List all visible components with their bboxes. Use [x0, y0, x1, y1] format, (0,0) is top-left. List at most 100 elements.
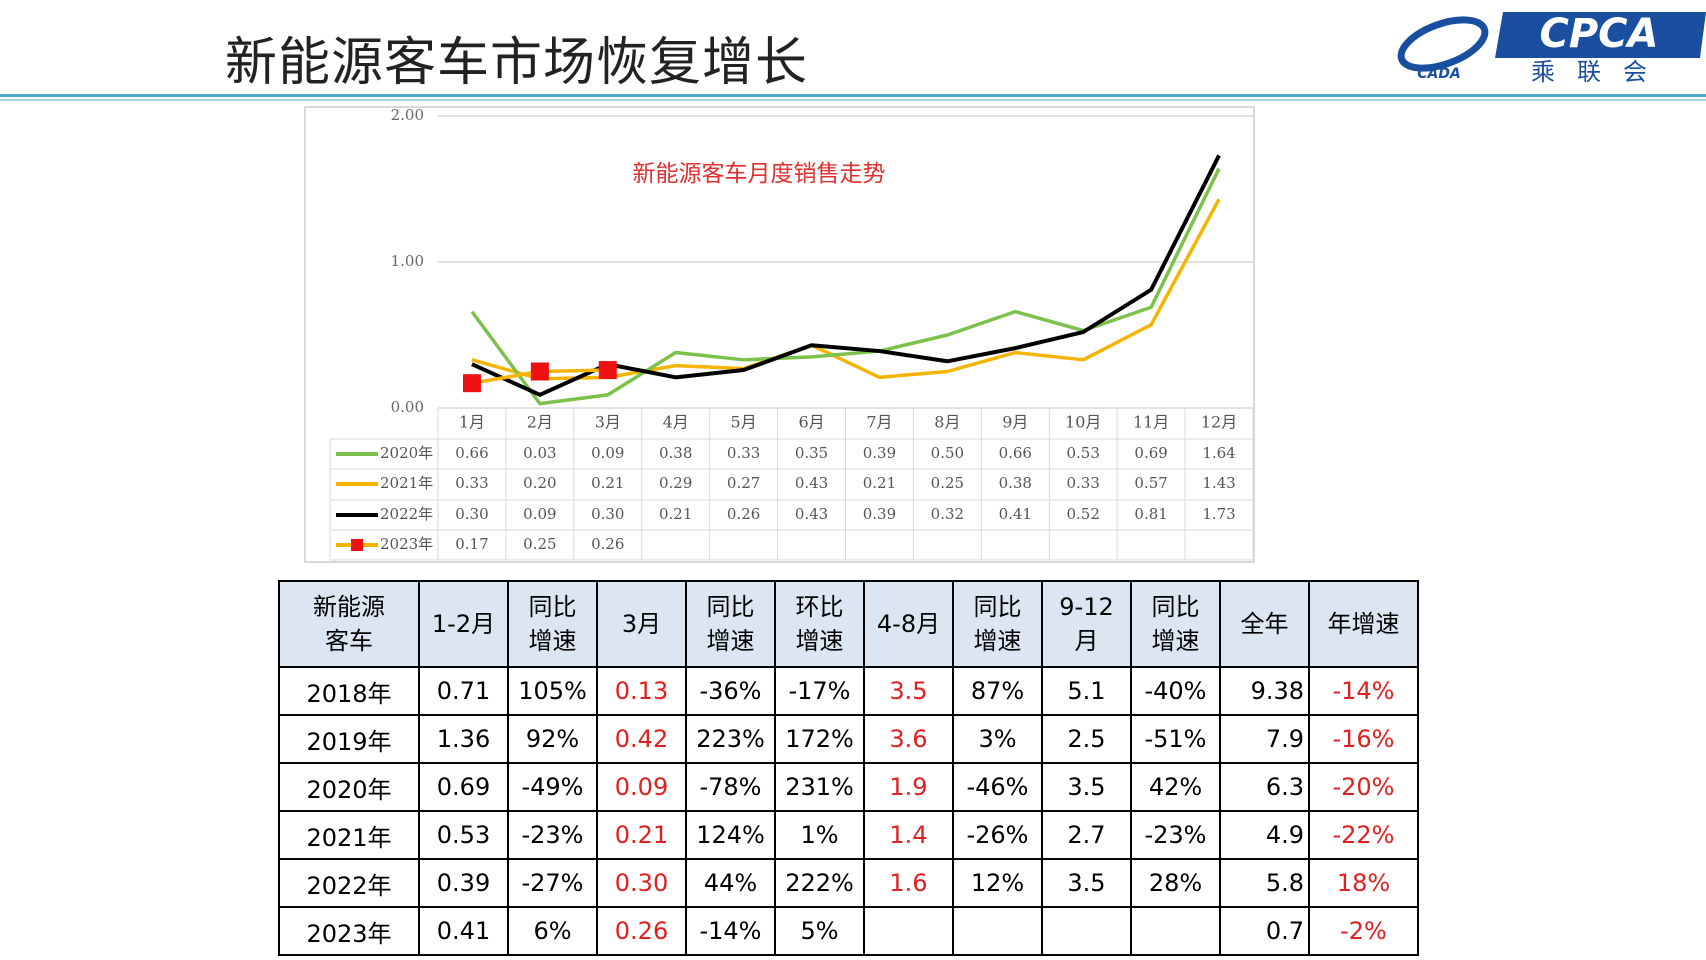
- table-cell: [1130, 906, 1221, 956]
- table-cell: 124%: [685, 810, 776, 860]
- x-tick-label: 7月: [866, 413, 892, 432]
- x-tick-label: 11月: [1133, 413, 1169, 432]
- table-cell: 222%: [774, 858, 865, 908]
- table-cell: 0.53: [418, 810, 509, 860]
- series-marker: [598, 361, 617, 380]
- data-label: 0.09: [523, 505, 556, 523]
- legend-label: 2021年: [380, 474, 433, 492]
- chart: 新能源客车月度销售走势 0.00 1.00 2.00 1月 2月 3月 4月 5月 6月 7月 8月…: [304, 106, 1255, 563]
- logo-text: CPCA: [1540, 11, 1659, 57]
- table-cell: 1.36: [418, 714, 509, 764]
- data-label: 0.52: [1067, 505, 1100, 523]
- table-cell: -27%: [507, 858, 598, 908]
- data-label: 1.64: [1202, 444, 1235, 462]
- table-cell: 2.5: [1041, 714, 1132, 764]
- y-tick-label: 2.00: [391, 106, 424, 124]
- table-cell: 2022年: [278, 858, 420, 908]
- table-cell: 2019年: [278, 714, 420, 764]
- table-cell: 1.4: [863, 810, 954, 860]
- data-label: 0.03: [523, 444, 556, 462]
- table-cell: 12%: [952, 858, 1043, 908]
- table-cell: [1041, 906, 1132, 956]
- data-label: 0.39: [863, 505, 896, 523]
- data-label: 0.66: [999, 444, 1032, 462]
- data-label: 0.30: [455, 505, 488, 523]
- table-cell: 0.71: [418, 666, 509, 716]
- data-label: 0.27: [727, 474, 760, 492]
- series-marker: [462, 374, 481, 393]
- header-cell: 新能源 客车: [278, 580, 420, 668]
- header-cell: 3月: [596, 580, 687, 668]
- table-cell: 7.9: [1219, 714, 1310, 764]
- table-cell: 223%: [685, 714, 776, 764]
- header-cell: 同比 增速: [1130, 580, 1221, 668]
- data-label: 0.26: [591, 535, 624, 553]
- header-cell: 同比 增速: [507, 580, 598, 668]
- legend-label: 2020年: [380, 444, 433, 462]
- logo-band: [1495, 12, 1706, 58]
- table-cell: -36%: [685, 666, 776, 716]
- data-label: 0.17: [455, 535, 488, 553]
- header-cell: 环比 增速: [774, 580, 865, 668]
- table-cell: 0.7: [1219, 906, 1310, 956]
- header-cell: 4-8月: [863, 580, 954, 668]
- logo-ring: [1397, 16, 1489, 72]
- y-tick-label: 0.00: [391, 398, 424, 416]
- table-cell: 0.21: [596, 810, 687, 860]
- table-cell: 42%: [1130, 762, 1221, 812]
- table-cell: 5.1: [1041, 666, 1132, 716]
- data-label: 0.32: [931, 505, 964, 523]
- data-label: 0.33: [1067, 474, 1100, 492]
- header-cell: 9-12 月: [1041, 580, 1132, 668]
- table-row: 2020年 0.69 -49% 0.09 -78% 231% 1.9 -46% 3.5 42% 6.…: [278, 762, 1419, 812]
- legend-label: 2022年: [380, 505, 433, 523]
- header-cell: 全年: [1219, 580, 1310, 668]
- header-row: 新能源 客车 1-2月 同比 增速 3月 同比 增速 环比 增速 4-8月 同比 增速 9-12…: [278, 580, 1419, 668]
- x-tick-label: 1月: [459, 413, 485, 432]
- logo-sub: 乘联会: [1531, 58, 1669, 86]
- table-cell: 0.42: [596, 714, 687, 764]
- data-label: 0.66: [455, 444, 488, 462]
- table-cell: -49%: [507, 762, 598, 812]
- table-cell: -78%: [685, 762, 776, 812]
- x-tick-label: 10月: [1065, 413, 1101, 432]
- table-cell: 0.13: [596, 666, 687, 716]
- table-cell: 172%: [774, 714, 865, 764]
- table-cell: 0.09: [596, 762, 687, 812]
- data-label: 0.25: [523, 535, 556, 553]
- data-label: 0.09: [591, 444, 624, 462]
- table-cell: 5.8: [1219, 858, 1310, 908]
- data-label: 1.73: [1202, 505, 1235, 523]
- table-row: 2018年 0.71 105% 0.13 -36% -17% 3.5 87% 5.1 -40% 9.…: [278, 666, 1419, 716]
- y-tick-label: 1.00: [391, 252, 424, 270]
- series-marker: [530, 362, 549, 381]
- table-cell: 9.38: [1219, 666, 1310, 716]
- table-cell: 105%: [507, 666, 598, 716]
- data-label: 0.41: [999, 505, 1032, 523]
- data-label: 0.38: [999, 474, 1032, 492]
- table-cell: [863, 906, 954, 956]
- table-cell: 0.26: [596, 906, 687, 956]
- table-cell: 2020年: [278, 762, 420, 812]
- data-label: 0.21: [591, 474, 624, 492]
- data-label: 0.43: [795, 505, 828, 523]
- x-tick-label: 9月: [1002, 413, 1028, 432]
- table-cell: 3.5: [1041, 858, 1132, 908]
- table-row: 2022年 0.39 -27% 0.30 44% 222% 1.6 12% 3.5 28% 5.8 1…: [278, 858, 1419, 908]
- table-cell: -20%: [1308, 762, 1419, 812]
- data-label: 0.33: [727, 444, 760, 462]
- table-cell: -2%: [1308, 906, 1419, 956]
- series-line: [471, 198, 1221, 381]
- data-label: 1.43: [1202, 474, 1235, 492]
- x-tick-label: 2月: [527, 413, 553, 432]
- slide-title: 新能源客车市场恢复增长: [225, 33, 809, 93]
- data-label: 0.33: [455, 474, 488, 492]
- table-cell: 28%: [1130, 858, 1221, 908]
- x-tick-label: 5月: [731, 413, 757, 432]
- table-cell: -26%: [952, 810, 1043, 860]
- x-tick-label: 4月: [663, 413, 689, 432]
- table-cell: 6%: [507, 906, 598, 956]
- table-cell: -14%: [1308, 666, 1419, 716]
- data-label: 0.43: [795, 474, 828, 492]
